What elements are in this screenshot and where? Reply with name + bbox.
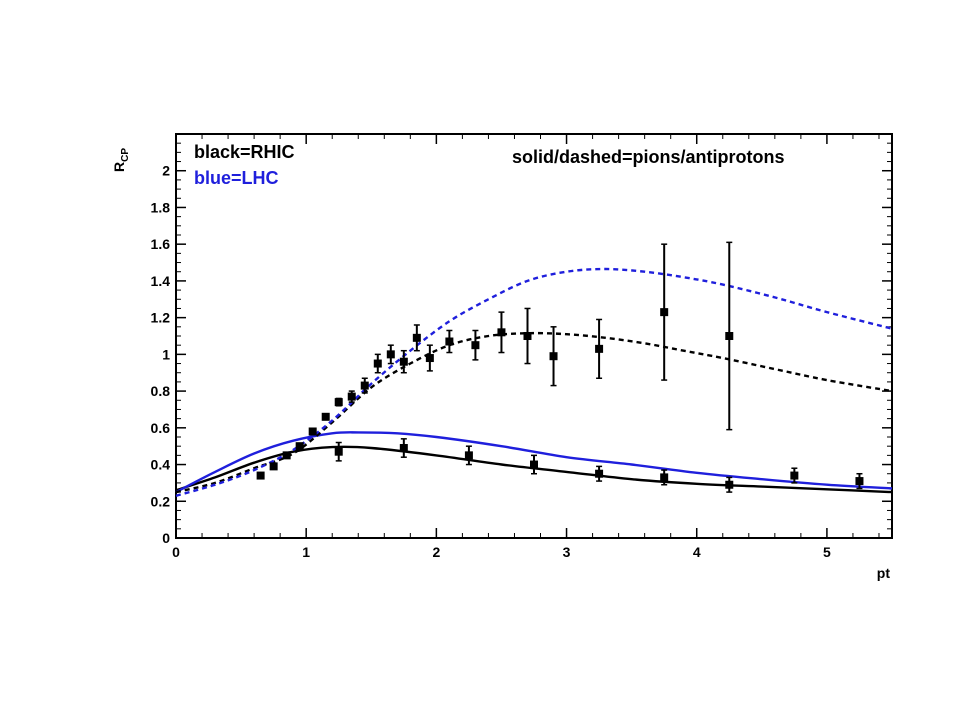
data-point xyxy=(660,308,669,317)
model-curves xyxy=(175,267,893,497)
data-point xyxy=(855,477,864,486)
x-tick-label: 1 xyxy=(302,544,310,560)
data-point xyxy=(360,381,369,390)
data-point xyxy=(412,333,421,342)
y-tick-label: 1.4 xyxy=(151,273,171,289)
data-point xyxy=(530,460,538,469)
data-point xyxy=(549,352,558,361)
rhic-pion-curve xyxy=(175,445,893,494)
x-tick-label: 4 xyxy=(693,544,701,560)
x-tick-label: 2 xyxy=(432,544,440,560)
data-point xyxy=(386,350,395,359)
data-point xyxy=(725,480,734,489)
x-tick-label: 0 xyxy=(172,544,180,560)
y-axis-label-main: R xyxy=(111,162,127,172)
y-tick-label: 0.6 xyxy=(151,420,171,436)
y-tick-label: 1 xyxy=(162,346,170,362)
x-tick-label: 3 xyxy=(563,544,571,560)
data-point xyxy=(269,462,278,471)
data-point xyxy=(321,412,330,421)
data-point xyxy=(725,332,734,340)
data-point xyxy=(445,337,454,346)
data-point xyxy=(334,447,343,456)
legend-rhic: black=RHIC xyxy=(194,142,295,162)
data-point xyxy=(347,392,356,401)
y-tick-label: 0.8 xyxy=(151,383,171,399)
y-axis-label: RCP xyxy=(111,148,131,172)
data-point xyxy=(790,471,799,480)
data-point xyxy=(471,341,480,350)
data-point xyxy=(256,471,265,480)
axis-ticks: 0 1 2 3 4 5 0 0.2 0.4 0.6 0.8 1 1.2 1.4 1.6 1.8 2 xyxy=(151,134,892,560)
data-point xyxy=(282,451,291,460)
data-point xyxy=(523,332,532,340)
data-point xyxy=(464,451,473,460)
data-point xyxy=(334,398,343,407)
data-point xyxy=(595,344,604,353)
y-tick-label: 1.2 xyxy=(151,310,171,326)
y-tick-label: 1.8 xyxy=(151,199,171,215)
y-axis-label-sub: CP xyxy=(120,148,131,162)
plot-frame xyxy=(175,133,893,539)
data-point xyxy=(308,427,317,436)
rhic-antiproton-curve xyxy=(175,331,893,494)
legend-lhc: blue=LHC xyxy=(194,168,279,188)
data-points xyxy=(256,241,864,493)
y-tick-label: 0.2 xyxy=(151,493,171,509)
x-axis-label: pt xyxy=(877,565,891,581)
y-tick-label: 1.6 xyxy=(151,236,171,252)
legend-style: solid/dashed=pions/antiprotons xyxy=(512,147,785,167)
data-point xyxy=(399,357,408,366)
x-tick-label: 5 xyxy=(823,544,831,560)
data-point xyxy=(595,469,604,478)
lhc-pion-curve xyxy=(175,431,893,494)
lhc-antiproton-curve xyxy=(175,267,893,497)
data-point xyxy=(497,328,506,337)
y-tick-label: 0 xyxy=(162,530,170,546)
data-point xyxy=(660,473,669,482)
data-point xyxy=(295,442,304,451)
data-point xyxy=(425,354,434,363)
data-point xyxy=(399,444,408,453)
data-point xyxy=(373,359,382,368)
y-tick-label: 0.4 xyxy=(151,457,171,473)
y-tick-label: 2 xyxy=(162,163,170,179)
